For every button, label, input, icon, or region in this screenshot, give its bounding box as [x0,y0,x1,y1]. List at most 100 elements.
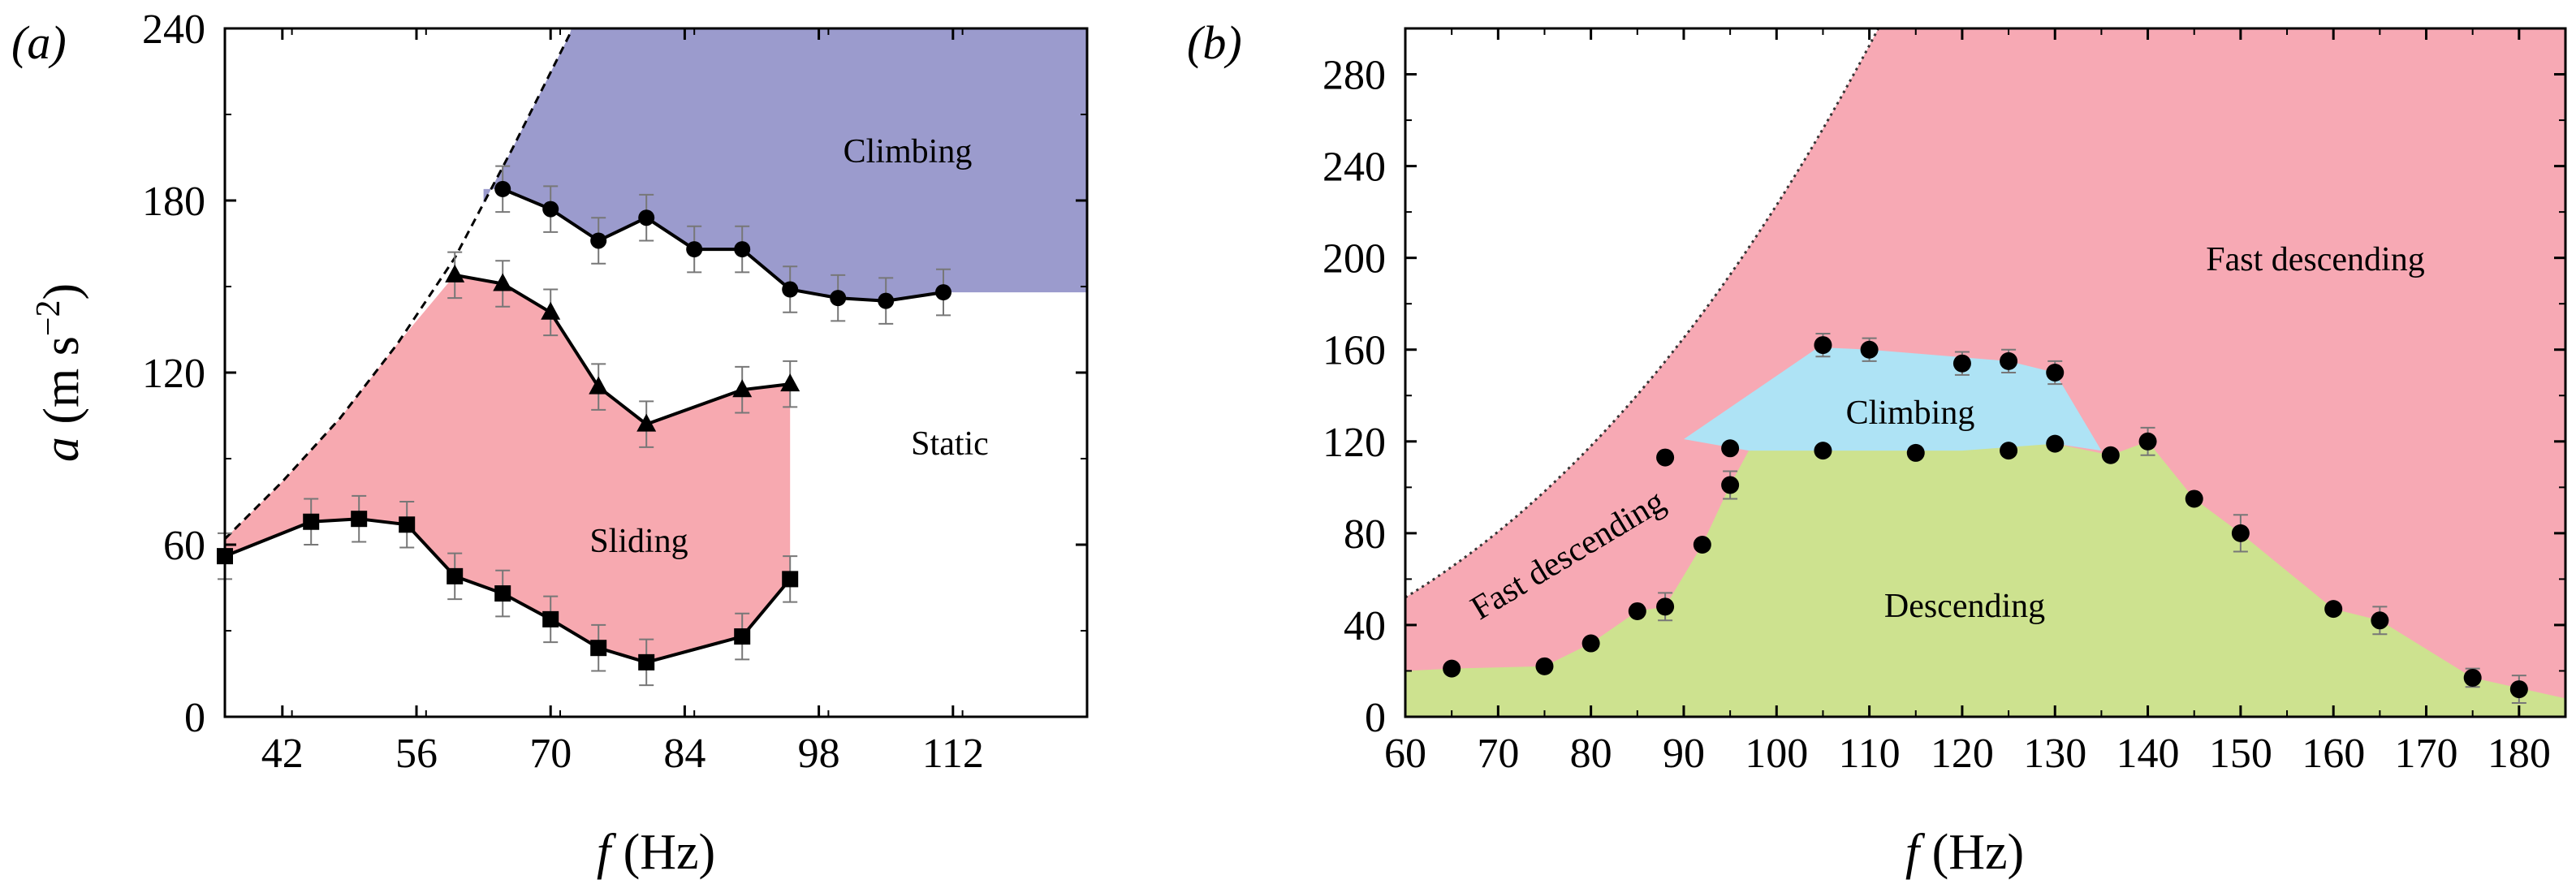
climbing-threshold-point [494,180,511,197]
climbing-threshold-point [878,292,895,309]
sliding-lower-point [494,585,511,602]
transition-point [2509,680,2528,699]
transition-point [2138,432,2157,451]
transition-point [1443,659,1461,678]
descending-region [1405,441,2565,717]
y-tick-label: 60 [163,523,205,569]
climbing-threshold-point [935,284,951,301]
climbing-region [483,28,1087,301]
sliding-lower-point [399,516,416,533]
transition-point [1581,634,1600,653]
y-tick-label: 180 [142,179,205,225]
y-tick-label: 120 [1323,420,1386,466]
x-tick-label: 70 [529,731,572,777]
sliding-region [225,274,791,662]
region-label-climbing: Climbing [844,133,973,170]
transition-point [1656,448,1675,467]
y-tick-label: 240 [142,6,205,53]
climbing-region [1684,347,2102,451]
transition-point [1721,476,1740,494]
sliding-upper-point [780,373,800,392]
region-label-fast-descending-right: Fast descending [2206,241,2424,278]
y-tick-label: 120 [142,351,205,397]
sliding-lower-point [638,653,655,671]
sliding-upper-point [636,413,657,432]
panel-a-labels: (a) Climbing Sliding Static f (Hz) a (m … [11,16,989,880]
climbing-threshold-point [542,201,559,218]
transition-point [2046,364,2065,382]
x-tick-label: 160 [2302,731,2365,777]
sliding-lower-point [303,513,320,530]
transition-point [1814,336,1832,355]
y-tick-label: 280 [1323,53,1386,99]
climbing-threshold-point [686,241,703,258]
panel-a: (a) Climbing Sliding Static f (Hz) a (m … [11,6,1089,880]
x-tick-label: 140 [2116,731,2180,777]
upper-limit-curve [225,28,573,540]
transition-point [2371,611,2389,630]
y-tick-label: 240 [1323,144,1386,191]
y-tick-label: 0 [184,695,205,741]
panel-a-y-axis-label: a (m s−2) [30,283,89,462]
transition-point [2000,442,2018,460]
sliding-upper-point [589,376,609,395]
transition-point [1860,340,1879,359]
y-tick-label: 160 [1323,328,1386,374]
transition-point [1628,602,1646,620]
y-tick-label: 80 [1344,511,1386,558]
transition-point [2101,446,2120,464]
climbing-threshold-point [734,241,751,258]
panel-a-axes: 42 56 70 84 98 112 0 60 120 180 240 [142,6,1089,777]
transition-point [1814,442,1832,460]
panel-b: (b) Fast descending Fast descending Clim… [1187,16,2567,880]
y-tick-label: 200 [1323,236,1386,282]
panel-b-label: (b) [1187,16,1242,69]
panel-a-label: (a) [11,16,67,69]
transition-point [1721,439,1740,458]
climbing-threshold-line [502,188,944,303]
x-tick-label: 100 [1745,731,1808,777]
x-tick-label: 42 [261,731,304,777]
transition-point [2324,600,2343,619]
climbing-threshold-point [782,281,799,298]
panel-b-x-axis-label: f (Hz) [1905,825,2024,880]
sliding-upper-point [445,264,465,282]
sliding-upper-point [732,379,753,398]
x-tick-label: 110 [1839,731,1901,777]
x-tick-label: 56 [395,731,438,777]
region-label-descending: Descending [1884,588,2045,625]
panel-b-frame [1404,27,2567,718]
region-label-climbing: Climbing [1846,395,1975,432]
x-tick-label: 120 [1931,731,1994,777]
transition-point [2231,524,2250,542]
x-tick-label: 180 [2488,731,2551,777]
transition-point [1535,657,1554,675]
x-tick-label: 90 [1663,731,1705,777]
panel-a-series [217,165,951,687]
sliding-upper-point [541,301,561,320]
x-tick-label: 80 [1570,731,1612,777]
x-tick-label: 130 [2023,731,2086,777]
x-tick-label: 98 [798,731,840,777]
transition-point [2000,351,2018,370]
y-tick-label: 0 [1365,695,1386,741]
transition-point [2046,434,2065,453]
x-tick-label: 150 [2209,731,2272,777]
sliding-lower-point [782,571,799,588]
panel-a-x-axis-label: f (Hz) [597,825,715,880]
transition-point [2185,489,2203,508]
y-tick-label: 40 [1344,603,1386,649]
x-tick-label: 70 [1477,731,1519,777]
panel-a-boundary [225,28,573,540]
transition-point [1952,354,1971,373]
region-label-static: Static [911,425,989,463]
climbing-threshold-point [830,290,847,307]
transition-point [1693,536,1711,554]
climbing-threshold-point [638,209,655,226]
sliding-lower-point [542,610,559,627]
x-tick-label: 170 [2395,731,2458,777]
transition-point [1656,597,1675,616]
sliding-lower-point [734,628,751,645]
panel-b-series [1443,332,2528,705]
